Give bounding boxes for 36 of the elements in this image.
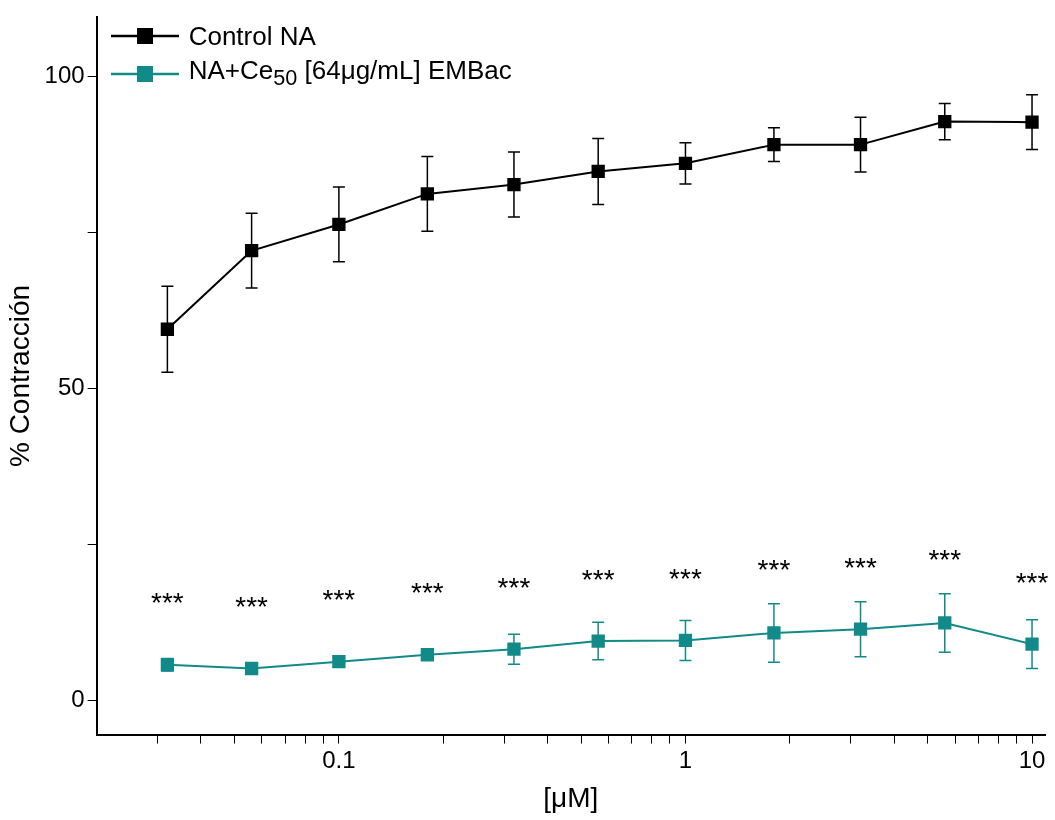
point [420, 648, 435, 662]
point [767, 137, 781, 152]
point [507, 177, 521, 192]
point [1025, 115, 1039, 129]
annotation: *** [1015, 566, 1049, 598]
point [853, 137, 868, 152]
legend-label: Control NA [188, 20, 316, 54]
annotation: *** [581, 563, 615, 595]
x-axis-title: [μM] [543, 781, 599, 813]
point [678, 156, 693, 170]
point [853, 622, 868, 636]
point [678, 633, 693, 648]
y-tick-label: 100 [44, 61, 85, 89]
x-tick-label: 0.1 [322, 745, 356, 773]
x-tick-label: 1 [678, 745, 693, 773]
annotation: *** [322, 584, 356, 616]
y-tick-label: 50 [57, 373, 85, 401]
x-tick-label: 10 [1018, 745, 1046, 773]
point [767, 626, 781, 640]
annotation: *** [757, 554, 791, 586]
annotation: *** [235, 591, 269, 623]
annotation: *** [497, 571, 531, 603]
y-tick-label: 0 [71, 684, 85, 712]
y-axis-title: % Contracción [3, 284, 35, 468]
point [420, 187, 435, 201]
legend-label: NA+Ce$_{50}$ [64μg/mL] EMBac [188, 54, 512, 93]
annotation: *** [151, 587, 184, 619]
point [332, 654, 346, 669]
annotation: *** [928, 544, 962, 576]
point [160, 322, 175, 336]
annotation: *** [669, 563, 702, 595]
annotation: *** [844, 551, 877, 583]
point [1025, 637, 1039, 651]
point [332, 217, 346, 232]
annotation: *** [411, 577, 444, 609]
point [507, 642, 521, 656]
